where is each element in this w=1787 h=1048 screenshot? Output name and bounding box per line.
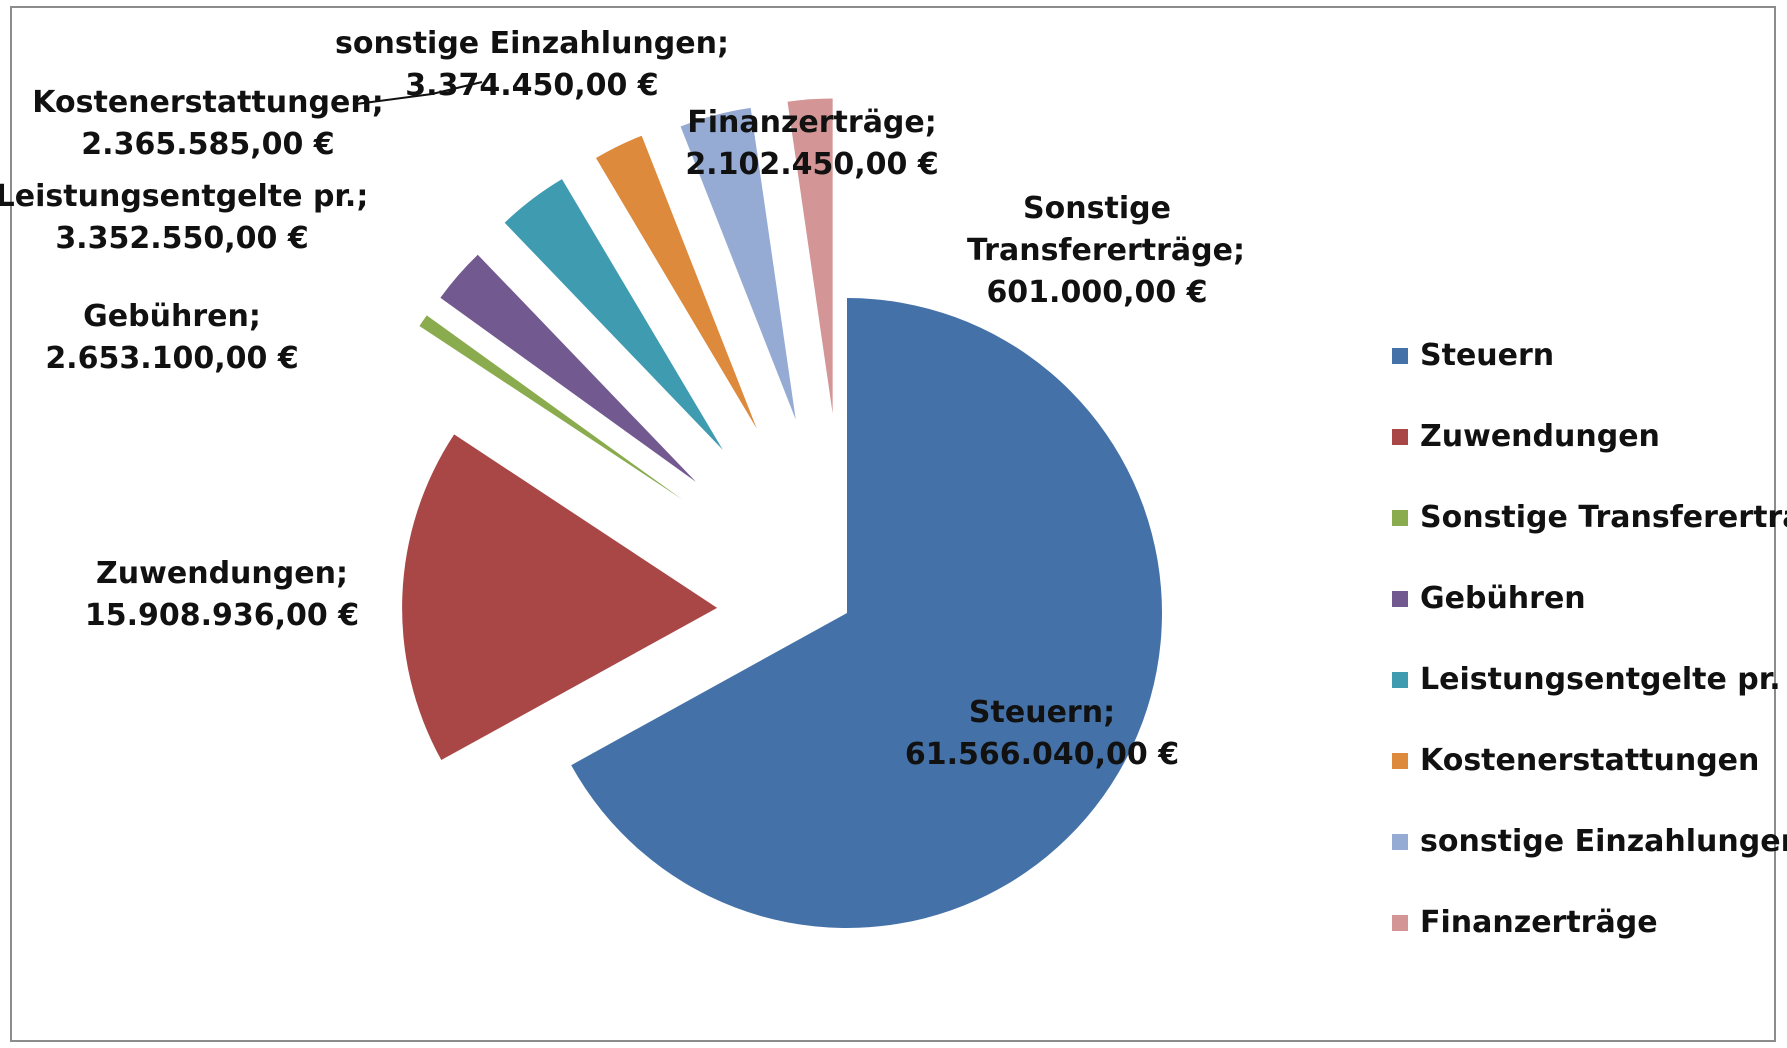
data-label-leistungsentgelte: Leistungsentgelte pr.; 3.352.550,00 € [0,179,369,256]
pie-slice-gebuehren [440,254,696,482]
chart-frame: Steuern; 61.566.040,00 € Zuwendungen; 15.9… [0,6,1787,1042]
legend-swatch [1392,428,1408,445]
legend-label: sonstige Einzahlungen [1420,824,1787,859]
data-label-sonstige-einzahlungen: sonstige Einzahlungen; 3.374.450,00 € [335,26,729,103]
legend-label: Sonstige Transfererträge [1420,500,1787,535]
legend-item: Kostenerstattungen [1392,743,1759,778]
legend-label: Steuern [1420,338,1555,373]
legend-item: Steuern [1392,338,1554,373]
legend-item: Finanzerträge [1392,905,1658,940]
legend-item: Sonstige Transfererträge [1392,500,1787,535]
legend-swatch [1392,590,1408,607]
data-label-steuern: Steuern; 61.566.040,00 € [904,695,1180,772]
legend-swatch [1392,752,1408,769]
legend-label: Zuwendungen [1420,419,1660,454]
legend-swatch [1392,509,1408,526]
pie-slice-kostenerstattungen [595,135,757,429]
pie-slice-sonstige-transferertraege [419,315,683,500]
legend-label: Gebühren [1420,581,1586,616]
pie-slice-sonstige-einzahlungen [680,107,796,420]
legend-item: Zuwendungen [1392,419,1660,454]
leader-line [355,81,483,105]
pie-slice-zuwendungen [402,434,718,761]
pie-slice-steuern [571,298,1162,929]
data-label-finanzertraege: Finanzerträge; 2.102.450,00 € [685,105,939,182]
pie-slice-finanzertraege [787,98,833,414]
legend-swatch [1392,671,1408,688]
legend-swatch [1392,833,1408,850]
legend-label: Kostenerstattungen [1420,743,1760,778]
data-label-kostenerstattungen: Kostenerstattungen; 2.365.585,00 € [32,85,384,162]
pie-chart [355,81,1162,929]
legend-swatch [1392,347,1408,364]
legend-label: Finanzerträge [1420,905,1658,940]
legend-label: Leistungsentgelte pr. [1420,662,1781,697]
legend-swatch [1392,914,1408,931]
legend-item: Leistungsentgelte pr. [1392,662,1781,697]
data-label-zuwendungen: Zuwendungen; 15.908.936,00 € [84,556,360,633]
pie-slice-leistungsentgelte [504,179,723,450]
legend-item: Gebühren [1392,581,1586,616]
data-label-gebuehren: Gebühren; 2.653.100,00 € [45,299,299,376]
data-label-sonstige-transferertraege: Sonstige Transfererträge; 601.000,00 € [967,191,1245,310]
legend-item: sonstige Einzahlungen [1392,824,1787,859]
